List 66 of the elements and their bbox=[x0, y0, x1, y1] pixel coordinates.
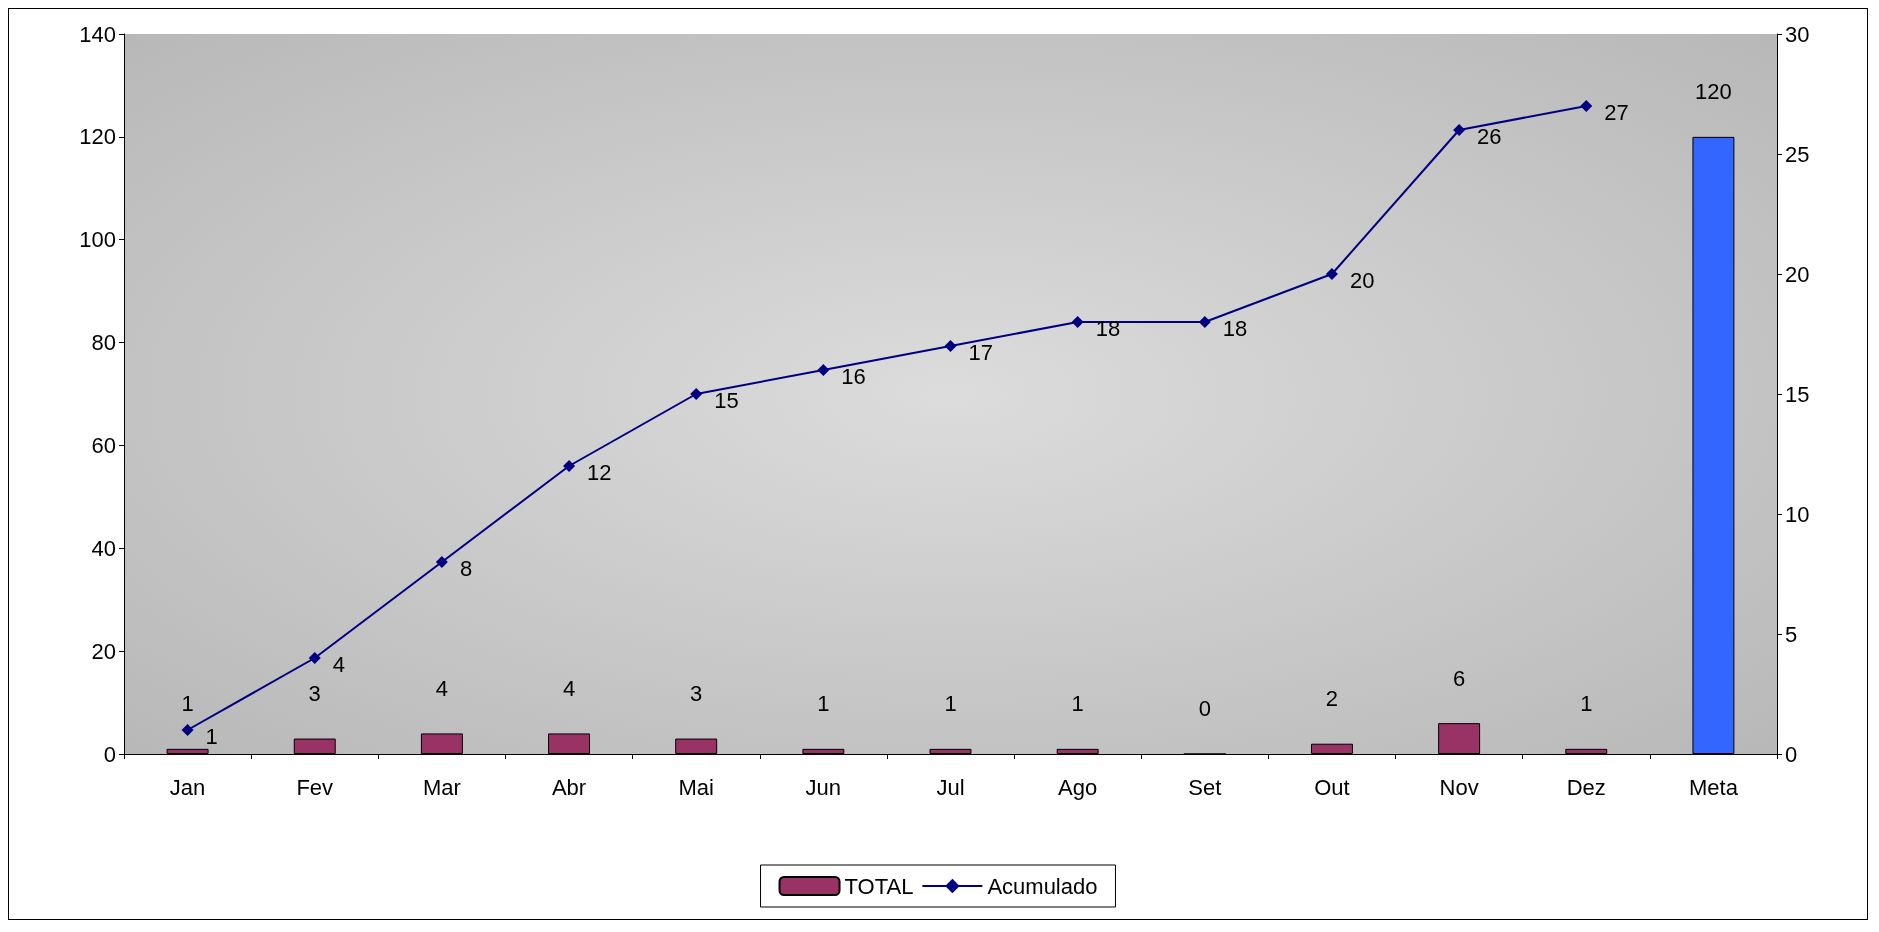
x-tick-label: Out bbox=[1314, 774, 1350, 800]
x-tick-label: Jul bbox=[936, 774, 965, 800]
data-label: 120 bbox=[1695, 79, 1732, 105]
data-label: 8 bbox=[459, 555, 473, 581]
data-label: 18 bbox=[1095, 315, 1121, 341]
data-label: 1 bbox=[205, 723, 218, 749]
data-label: 6 bbox=[1452, 665, 1466, 691]
legend-label: Acumulado bbox=[987, 873, 1098, 899]
y2-tick-label: 25 bbox=[1785, 141, 1810, 167]
y2-tick-label: 30 bbox=[1785, 21, 1810, 47]
data-label: 4 bbox=[435, 675, 449, 701]
point bbox=[817, 364, 830, 376]
x-tick-label: Jun bbox=[805, 774, 842, 800]
data-label: 1 bbox=[1071, 691, 1084, 717]
y-tick-label: 40 bbox=[91, 535, 116, 561]
y2-tick-label: 5 bbox=[1785, 621, 1798, 647]
data-label: 16 bbox=[841, 363, 866, 389]
y-tick-label: 60 bbox=[91, 432, 116, 458]
x-tick-label: Set bbox=[1188, 774, 1222, 800]
y-tick-label: 0 bbox=[103, 741, 116, 767]
y2-tick-label: 15 bbox=[1785, 381, 1810, 407]
x-tick-label: Nov bbox=[1439, 774, 1479, 800]
x-tick-label: Ago bbox=[1058, 774, 1098, 800]
x-tick-label: Dez bbox=[1566, 774, 1606, 800]
data-label: 1 bbox=[944, 691, 957, 717]
x-tick-label: Jan bbox=[169, 774, 206, 800]
data-label: 12 bbox=[587, 459, 612, 485]
data-label: 2 bbox=[1325, 686, 1339, 712]
point bbox=[1071, 316, 1084, 328]
y2-tick-label: 10 bbox=[1785, 501, 1810, 527]
x-tick-label: Meta bbox=[1688, 774, 1739, 800]
data-label: 17 bbox=[968, 339, 993, 365]
y2-tick-label: 0 bbox=[1785, 741, 1798, 767]
point bbox=[435, 556, 448, 568]
y-tick-label: 80 bbox=[91, 330, 116, 356]
y-tick-label: 20 bbox=[91, 638, 116, 664]
data-label: 27 bbox=[1604, 99, 1629, 125]
x-tick-label: Abr bbox=[551, 774, 587, 800]
point bbox=[181, 724, 194, 736]
x-tick-label: Mai bbox=[678, 774, 714, 800]
point bbox=[690, 388, 703, 400]
point bbox=[1580, 100, 1593, 112]
y-tick-label: 100 bbox=[79, 227, 116, 253]
x-tick-label: Fev bbox=[296, 774, 334, 800]
point bbox=[1453, 124, 1466, 136]
data-label: 26 bbox=[1477, 123, 1502, 149]
point bbox=[944, 340, 957, 352]
data-label: 3 bbox=[308, 681, 321, 707]
data-label: 4 bbox=[332, 651, 345, 677]
y-tick-label: 140 bbox=[79, 21, 116, 47]
point bbox=[1325, 268, 1338, 280]
data-label: 3 bbox=[690, 681, 703, 707]
data-label: 4 bbox=[562, 675, 576, 701]
y-tick-label: 120 bbox=[79, 124, 116, 150]
point bbox=[563, 460, 576, 472]
data-label: 1 bbox=[181, 691, 194, 717]
data-label: 18 bbox=[1222, 315, 1248, 341]
legend-label: TOTAL bbox=[844, 873, 914, 899]
point bbox=[308, 652, 321, 664]
data-label: 1 bbox=[817, 691, 830, 717]
data-label: 15 bbox=[714, 387, 739, 413]
data-label: 20 bbox=[1349, 267, 1375, 293]
data-label: 1 bbox=[1580, 691, 1593, 717]
data-label: 0 bbox=[1198, 696, 1211, 721]
y2-tick-label: 20 bbox=[1785, 261, 1810, 287]
x-tick-label: Mar bbox=[422, 774, 461, 800]
